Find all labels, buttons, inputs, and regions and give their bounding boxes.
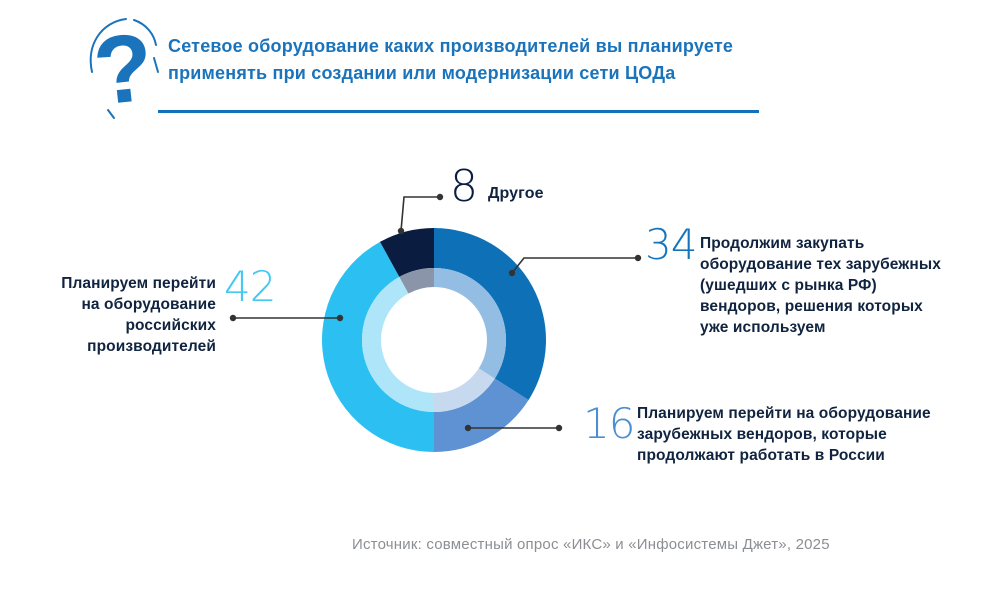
callout-value-continue-foreign: 34 [645, 220, 697, 269]
callout-value-other: 8 [450, 161, 478, 212]
leader-line-continue-foreign [508, 254, 642, 277]
donut-segment-outer-34 [434, 228, 546, 401]
callout-label-foreign-in-russia: Планируем перейти на оборудование зарубе… [637, 405, 931, 464]
title-underline [158, 110, 759, 113]
donut-segment-inner-16 [434, 368, 495, 412]
donut-segment-inner-34 [434, 268, 506, 379]
callout-label-russian: Планируем перейти на оборудование россий… [61, 275, 216, 355]
callout-label-continue-foreign: Продолжим закупать оборудование тех зару… [700, 235, 941, 336]
donut-segment-outer-42 [321, 241, 434, 452]
leader-line-other [397, 193, 444, 235]
donut-segment-outer-16 [434, 378, 529, 452]
source-note: Источник: совместный опрос «ИКС» и «Инфо… [352, 536, 830, 553]
leader-line-russian [229, 314, 344, 322]
callout-value-russian: 42 [224, 262, 276, 311]
callout-label-other: Другое [488, 185, 544, 202]
donut-rings [321, 228, 546, 452]
leader-line-foreign-in-russia [464, 424, 563, 432]
callout-value-foreign-in-russia: 16 [583, 399, 635, 448]
donut-segment-inner-8 [399, 268, 434, 294]
donut-segment-outer-8 [380, 228, 434, 277]
chart-title: Сетевое оборудование каких производителе… [168, 36, 734, 83]
question-mark-icon: ? [89, 14, 159, 122]
donut-segment-inner-42 [361, 276, 434, 412]
